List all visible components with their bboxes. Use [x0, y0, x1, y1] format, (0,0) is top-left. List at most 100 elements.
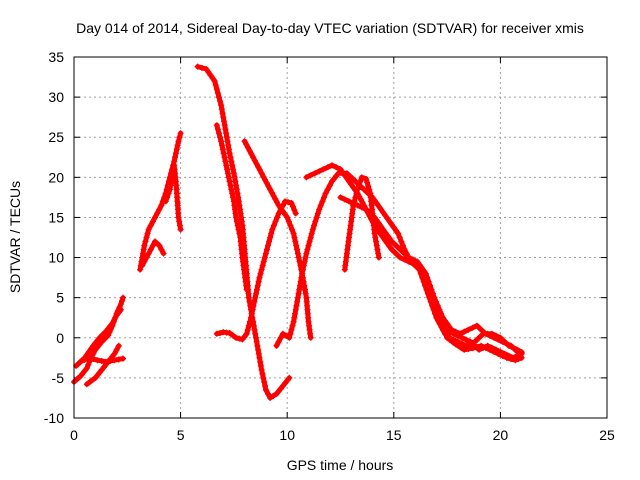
- data-point-marker: [149, 242, 156, 249]
- data-point-marker: [324, 186, 331, 193]
- data-point-marker: [273, 342, 280, 349]
- data-point-marker: [236, 335, 243, 342]
- data-point-marker: [510, 344, 517, 351]
- data-point-marker: [224, 138, 231, 145]
- data-point-marker: [378, 206, 385, 213]
- data-point-marker: [390, 224, 397, 231]
- data-point-marker: [316, 206, 323, 213]
- data-point-marker: [467, 340, 474, 347]
- data-point-marker: [296, 282, 303, 289]
- data-point-marker: [74, 376, 81, 383]
- data-point-marker: [253, 338, 260, 345]
- data-point-marker: [373, 242, 380, 249]
- data-point-marker: [288, 326, 295, 333]
- data-point-marker: [111, 316, 118, 323]
- data-point-marker: [266, 238, 273, 245]
- data-point-marker: [218, 138, 225, 145]
- data-point-marker: [246, 147, 253, 154]
- data-point-marker: [254, 342, 261, 349]
- data-point-marker: [350, 202, 357, 209]
- data-point-marker: [414, 258, 421, 265]
- data-point-marker: [391, 249, 398, 256]
- data-point-marker: [236, 230, 243, 237]
- data-point-marker: [500, 337, 507, 344]
- data-point-marker: [341, 172, 348, 179]
- data-point-marker: [275, 338, 282, 345]
- data-point-marker: [229, 332, 236, 339]
- data-point-marker: [476, 325, 483, 332]
- data-point-marker: [172, 150, 179, 157]
- data-point-marker: [366, 186, 373, 193]
- data-point-marker: [176, 218, 183, 225]
- data-point-marker: [244, 144, 251, 151]
- data-point-marker: [459, 334, 466, 341]
- data-point-marker: [120, 294, 127, 301]
- data-point-marker: [350, 184, 357, 191]
- data-point-marker: [378, 223, 385, 230]
- data-point-marker: [226, 329, 233, 336]
- data-point-marker: [337, 194, 344, 201]
- data-point-marker: [203, 66, 210, 73]
- data-point-marker: [288, 226, 295, 233]
- data-point-marker: [299, 266, 306, 273]
- data-point-marker: [260, 173, 267, 180]
- data-point-marker: [476, 346, 483, 353]
- data-point-marker: [384, 240, 391, 247]
- data-point-marker: [436, 314, 443, 321]
- data-point-marker: [473, 344, 480, 351]
- data-point-marker: [98, 358, 105, 365]
- data-point-marker: [277, 205, 284, 212]
- data-point-marker: [422, 270, 429, 277]
- data-point-marker: [461, 328, 468, 335]
- data-point-marker: [493, 332, 500, 339]
- data-point-marker: [267, 394, 274, 401]
- data-point-marker: [156, 242, 163, 249]
- data-point-marker: [374, 246, 381, 253]
- data-point-marker: [258, 266, 265, 273]
- data-point-marker: [234, 190, 241, 197]
- data-point-marker: [446, 334, 453, 341]
- data-point-marker: [341, 196, 348, 203]
- data-point-marker: [430, 302, 437, 309]
- data-point-marker: [283, 332, 290, 339]
- data-point-marker: [279, 330, 286, 337]
- data-point-marker: [292, 238, 299, 245]
- data-point-marker: [424, 274, 431, 281]
- data-point-marker: [382, 229, 389, 236]
- data-point-marker: [311, 170, 318, 177]
- data-point-marker: [286, 334, 293, 341]
- data-point-marker: [165, 190, 172, 197]
- data-point-marker: [141, 258, 148, 265]
- data-point-marker: [429, 298, 436, 305]
- data-point-marker: [156, 206, 163, 213]
- data-point-marker: [296, 258, 303, 265]
- data-point-marker: [312, 218, 319, 225]
- x-tick-label: 15: [386, 427, 402, 443]
- data-point-marker: [355, 182, 362, 189]
- y-tick-label: 25: [48, 129, 64, 145]
- plot-series: [71, 63, 525, 401]
- data-point-marker: [311, 222, 318, 229]
- data-point-marker: [223, 130, 230, 137]
- data-point-marker: [81, 356, 88, 363]
- data-point-marker: [217, 98, 224, 105]
- data-point-marker: [263, 246, 270, 253]
- data-point-marker: [221, 122, 228, 129]
- data-point-marker: [215, 130, 222, 137]
- data-point-marker: [225, 146, 232, 153]
- data-point-marker: [373, 200, 380, 207]
- data-point-marker: [273, 199, 280, 206]
- data-point-marker: [291, 234, 298, 241]
- data-point-marker: [247, 314, 254, 321]
- data-point-marker: [357, 196, 364, 203]
- data-point-marker: [501, 350, 508, 357]
- data-point-marker: [233, 334, 240, 341]
- y-tick-label: 35: [48, 49, 64, 65]
- data-point-marker: [214, 90, 221, 97]
- data-point-marker: [418, 264, 425, 271]
- data-point-marker: [101, 335, 108, 342]
- data-point-marker: [292, 310, 299, 317]
- data-point-marker: [286, 374, 293, 381]
- data-point-marker: [391, 241, 398, 248]
- data-point-marker: [425, 278, 432, 285]
